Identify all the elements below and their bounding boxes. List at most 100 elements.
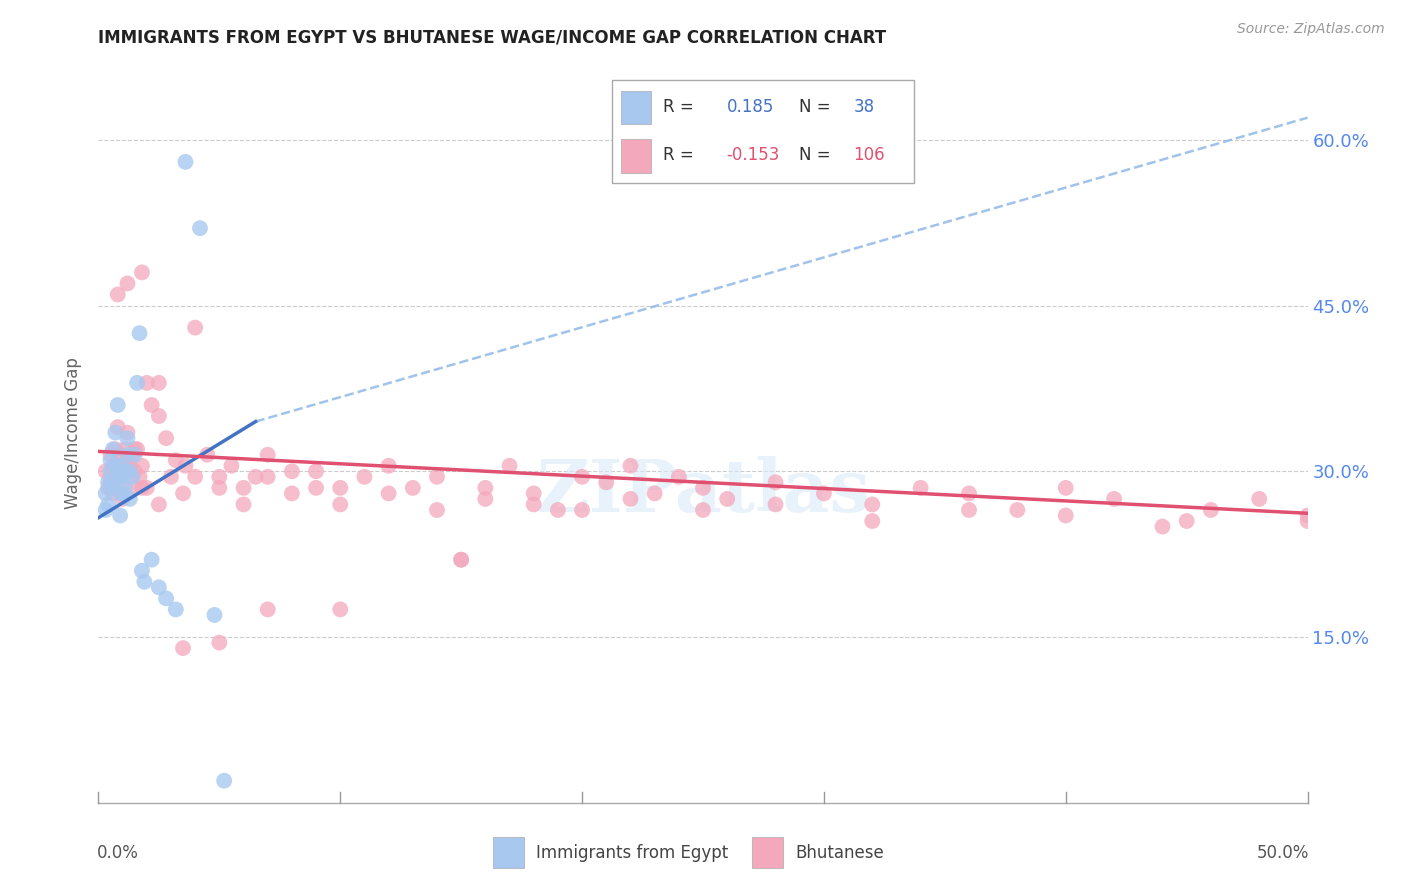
Point: [94, 503, 117, 517]
Point: [148, 409, 170, 423]
Point: [107, 287, 129, 301]
Point: [100, 448, 122, 462]
Point: [402, 481, 425, 495]
Point: [1296, 514, 1319, 528]
Point: [127, 376, 149, 390]
Point: [619, 491, 641, 506]
Text: Bhutanese: Bhutanese: [796, 844, 884, 862]
Point: [131, 481, 153, 495]
Y-axis label: Wage/Income Gap: Wage/Income Gap: [65, 357, 83, 508]
Point: [97, 475, 120, 490]
Point: [245, 470, 267, 484]
FancyBboxPatch shape: [752, 838, 783, 868]
Point: [100, 481, 122, 495]
Text: 50.0%: 50.0%: [1257, 844, 1309, 862]
Point: [100, 470, 122, 484]
Point: [305, 464, 328, 478]
Point: [108, 448, 131, 462]
Point: [114, 470, 136, 484]
Point: [174, 458, 197, 473]
Point: [124, 448, 146, 462]
Point: [1249, 491, 1271, 506]
Point: [426, 470, 449, 484]
Point: [114, 464, 136, 478]
Point: [141, 552, 163, 566]
Point: [281, 486, 304, 500]
Point: [208, 470, 231, 484]
Point: [117, 431, 139, 445]
Point: [107, 470, 129, 484]
Point: [644, 486, 666, 500]
Point: [100, 464, 122, 478]
Point: [174, 154, 197, 169]
Point: [256, 448, 278, 462]
Point: [117, 277, 139, 291]
Point: [232, 481, 254, 495]
Point: [165, 602, 187, 616]
Point: [104, 425, 127, 440]
Point: [188, 221, 211, 235]
Point: [765, 498, 787, 512]
Point: [114, 442, 136, 457]
Point: [131, 265, 153, 279]
Text: ZIPatlas: ZIPatlas: [536, 457, 870, 527]
Point: [1007, 503, 1029, 517]
Point: [101, 442, 124, 457]
Text: -0.153: -0.153: [727, 146, 780, 164]
Point: [256, 602, 278, 616]
Point: [184, 470, 207, 484]
Point: [121, 448, 143, 462]
Point: [121, 470, 143, 484]
Point: [1175, 514, 1198, 528]
Point: [523, 498, 546, 512]
Text: N =: N =: [799, 146, 831, 164]
Point: [184, 320, 207, 334]
Text: Source: ZipAtlas.com: Source: ZipAtlas.com: [1237, 22, 1385, 37]
Point: [155, 591, 177, 606]
Point: [111, 491, 134, 506]
Point: [450, 552, 472, 566]
Point: [1054, 481, 1077, 495]
Point: [860, 498, 883, 512]
Point: [571, 503, 593, 517]
Point: [329, 602, 352, 616]
Point: [329, 498, 352, 512]
Point: [118, 458, 141, 473]
Point: [474, 491, 496, 506]
Point: [910, 481, 932, 495]
Point: [692, 481, 714, 495]
Point: [118, 491, 141, 506]
Point: [329, 481, 352, 495]
Point: [104, 470, 127, 484]
Point: [124, 464, 146, 478]
Point: [813, 486, 835, 500]
Point: [111, 458, 134, 473]
Text: IMMIGRANTS FROM EGYPT VS BHUTANESE WAGE/INCOME GAP CORRELATION CHART: IMMIGRANTS FROM EGYPT VS BHUTANESE WAGE/…: [98, 29, 887, 47]
Point: [668, 470, 690, 484]
Point: [860, 514, 883, 528]
Point: [353, 470, 375, 484]
Point: [377, 486, 399, 500]
Point: [195, 448, 218, 462]
Point: [547, 503, 569, 517]
Point: [165, 453, 187, 467]
Point: [256, 470, 278, 484]
Point: [107, 398, 129, 412]
FancyBboxPatch shape: [612, 80, 914, 183]
Point: [124, 481, 146, 495]
Point: [117, 453, 139, 467]
Point: [131, 458, 153, 473]
Point: [212, 773, 235, 788]
Point: [305, 481, 328, 495]
Point: [94, 486, 117, 500]
Point: [523, 486, 546, 500]
Point: [101, 475, 124, 490]
Text: N =: N =: [799, 98, 831, 116]
Point: [135, 376, 157, 390]
Point: [128, 470, 150, 484]
Text: 106: 106: [853, 146, 884, 164]
Point: [111, 464, 134, 478]
Point: [155, 431, 177, 445]
FancyBboxPatch shape: [620, 91, 651, 124]
Point: [1152, 519, 1174, 533]
